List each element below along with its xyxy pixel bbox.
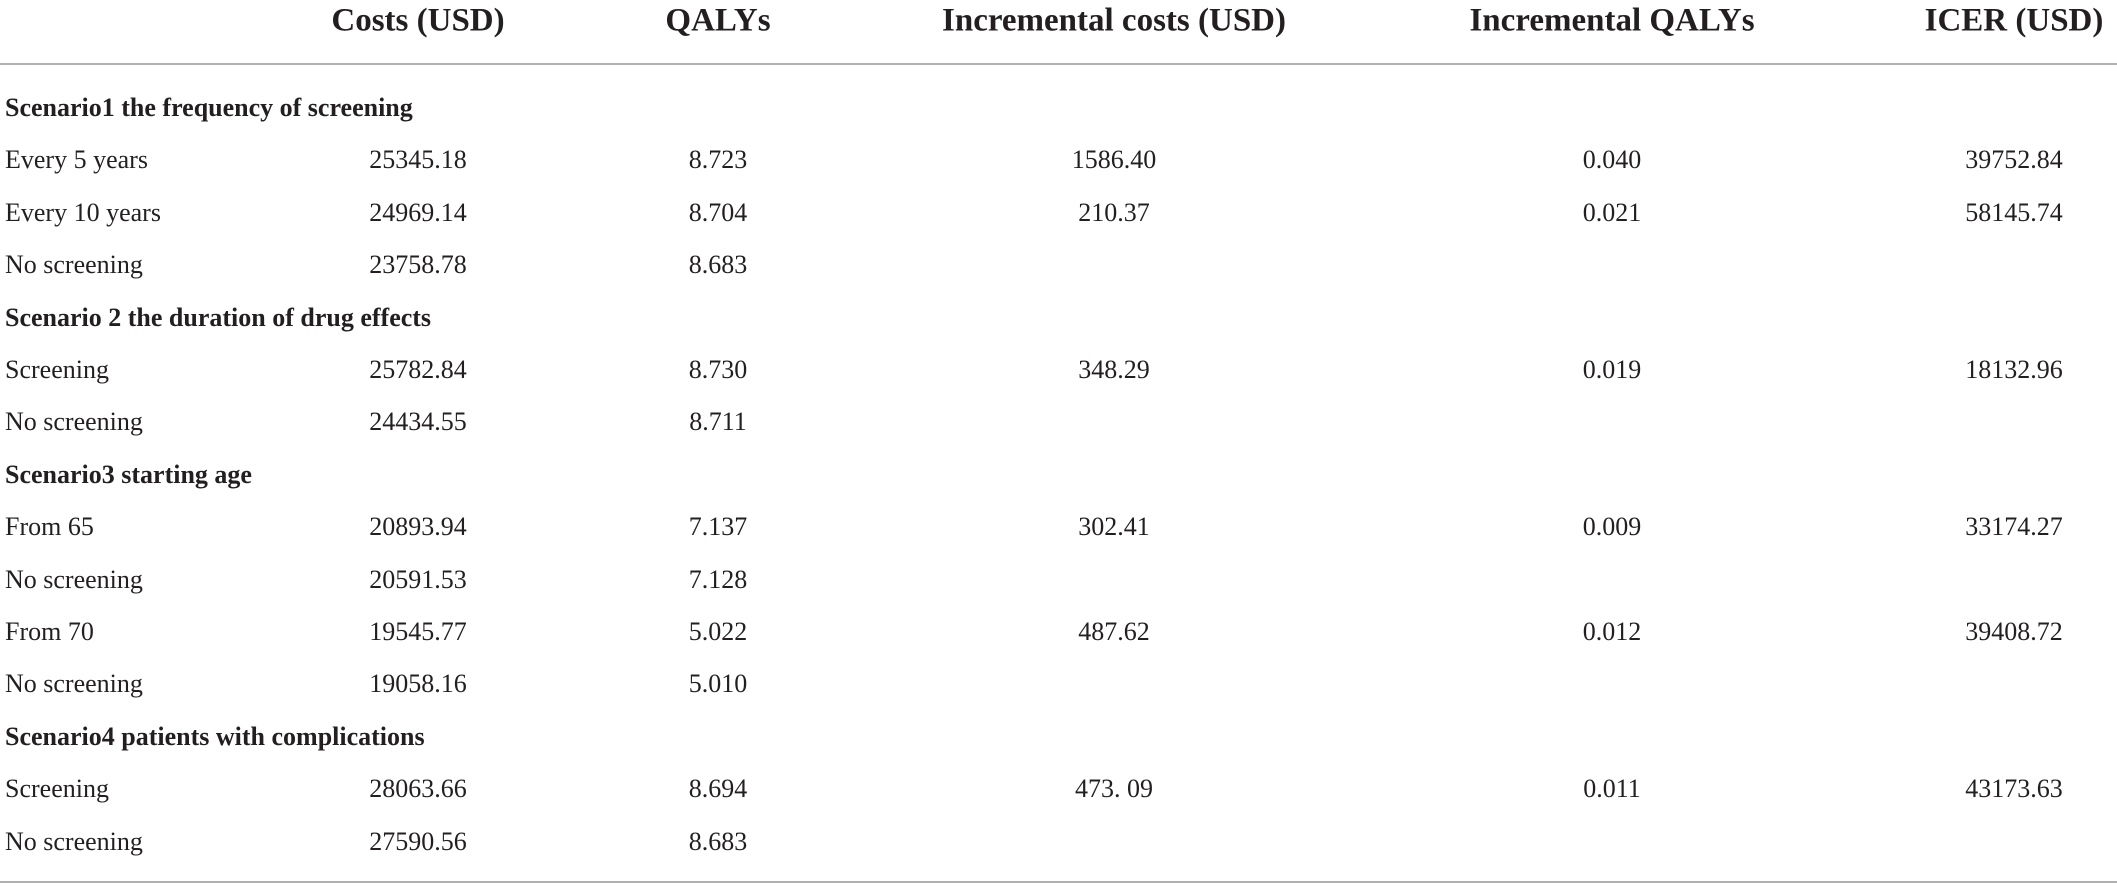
cell: 5.022 [688,617,748,646]
section-heading: Scenario4 patients with complications [5,721,425,751]
cell: 8.711 [689,407,747,437]
section-heading: Scenario 2 the duration of drug effects [5,302,432,332]
column-header: ICER (USD) [1924,2,2104,39]
cell: 58145.74 [1965,197,2063,227]
row-label: No screening [5,826,143,856]
cell: 39752.84 [1965,145,2063,175]
row-label: From 70 [5,617,94,646]
cell: 7.137 [688,512,748,542]
row-label: No screening [5,669,143,699]
cell: 302.41 [1078,512,1150,542]
cell: 8.723 [688,145,748,175]
cell: 5.010 [688,669,748,699]
cell: 8.730 [688,355,748,384]
row-label: Every 10 years [5,197,161,227]
cell: 348.29 [1078,355,1150,384]
cell: 7.128 [688,564,748,594]
cell: 0.009 [1582,512,1642,542]
cell: 18132.96 [1965,355,2063,384]
row-label: Screening [5,355,109,384]
cell: 24969.14 [369,197,467,227]
column-header: Incremental costs (USD) [941,2,1287,39]
cell: 24434.55 [369,407,467,437]
cell: 0.040 [1582,145,1642,175]
column-header: QALYs [665,2,771,39]
cell: 19545.77 [369,617,467,646]
cell: 0.011 [1583,774,1641,804]
column-header: Incremental QALYs [1469,2,1755,39]
cell: 487.62 [1078,617,1150,646]
cell: 20893.94 [369,512,467,542]
cell: 210.37 [1078,197,1150,227]
cell: 28063.66 [369,774,467,804]
cell: 0.021 [1582,197,1642,227]
row-label: From 65 [5,512,94,542]
cell: 43173.63 [1965,774,2063,804]
cell: 20591.53 [369,564,467,594]
row-label: Screening [5,774,109,804]
header-rule [0,63,2117,65]
cell: 8.683 [688,250,748,280]
section-heading: Scenario1 the frequency of screening [5,93,413,122]
cell: 0.019 [1582,355,1642,384]
row-label: No screening [5,407,143,437]
cell: 25782.84 [369,355,467,384]
cell: 23758.78 [369,250,467,280]
section-heading: Scenario3 starting age [5,459,252,489]
row-label: No screening [5,564,143,594]
cell: 25345.18 [369,145,467,175]
row-label: No screening [5,250,143,280]
bottom-rule [0,881,2117,883]
cell: 19058.16 [369,669,467,699]
cell: 27590.56 [369,826,467,856]
cell: 1586.40 [1071,145,1157,175]
cell: 8.683 [688,826,748,856]
cell: 39408.72 [1965,617,2063,646]
column-header: Costs (USD) [331,2,505,39]
cell: 0.012 [1582,617,1642,646]
cell: 8.704 [688,197,748,227]
cell: 8.694 [688,774,748,804]
row-label: Every 5 years [5,145,148,175]
cell: 33174.27 [1965,512,2063,542]
cell: 473. 09 [1075,774,1153,804]
